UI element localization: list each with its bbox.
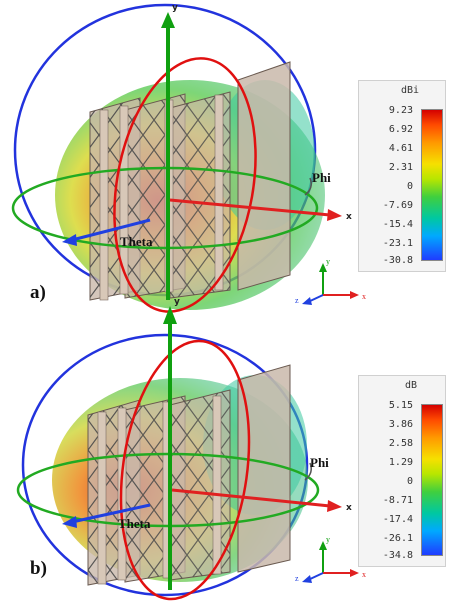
panel-b: y x Phi Theta y x z [16, 297, 366, 601]
x-axis-arrow [171, 488, 331, 508]
axis-triad: y x z [295, 257, 366, 305]
colorbar-tick: -15.4 [382, 219, 413, 230]
green-theta-circle [11, 166, 319, 250]
z-axis-arrow [71, 503, 151, 524]
colorbar-tick: 6.92 [388, 124, 413, 135]
panel-label-b: b) [30, 558, 47, 579]
colorbar-tick: 1.29 [388, 457, 413, 468]
red-circle [113, 57, 257, 313]
phi-label: Phi [312, 170, 331, 185]
colorbar-tick: -26.1 [382, 533, 413, 544]
triad-x-label: x [362, 570, 366, 579]
colorbar-tick: 0 [406, 181, 413, 192]
triad-y-label: y [326, 257, 330, 266]
colorbar-tick: -17.4 [382, 514, 413, 525]
theta-label: Theta [120, 234, 153, 249]
colorbar-panel-b: dB 5.15 3.86 2.58 1.29 0 -8.71 -17.4 -26… [358, 375, 446, 567]
colorbar-tick: 9.23 [388, 105, 413, 116]
panel-label-a: a) [30, 282, 46, 303]
z-axis-arrow [71, 218, 151, 242]
colorbar-tick: 0 [406, 476, 413, 487]
red-circle [119, 339, 251, 601]
colorbar-tick: 5.15 [388, 400, 413, 411]
triad-z-label: z [295, 574, 299, 583]
panel-a: y x Phi Theta y x z [11, 3, 366, 313]
x-axis-arrow [169, 198, 331, 217]
axis-triad: y x z [295, 535, 366, 583]
phi-indicator [304, 462, 312, 481]
colorbar-panel-a: dBi 9.23 6.92 4.61 2.31 0 -7.69 -15.4 -2… [358, 80, 446, 272]
colorbar-gradient [421, 404, 443, 556]
colorbar-tick: -7.69 [382, 200, 413, 211]
x-axis-label: x [346, 212, 352, 222]
phi-indicator [304, 177, 312, 196]
colorbar-tick: -30.8 [382, 255, 413, 266]
colorbar-tick: 2.31 [388, 162, 413, 173]
phi-label: Phi [310, 455, 329, 470]
colorbar-tick: -23.1 [382, 238, 413, 249]
triad-y-label: y [326, 535, 330, 544]
colorbar-tick: 2.58 [388, 438, 413, 449]
colorbar-tick: 3.86 [388, 419, 413, 430]
colorbar-unit: dBi [401, 85, 420, 96]
colorbar-tick: 4.61 [388, 143, 413, 154]
colorbar-tick: -8.71 [382, 495, 413, 506]
theta-label: Theta [118, 516, 151, 531]
colorbar-tick: -34.8 [382, 550, 413, 561]
triad-x-label: x [362, 292, 366, 301]
x-axis-label: x [346, 503, 352, 513]
colorbar-unit: dB [405, 380, 418, 391]
y-axis-label: y [172, 3, 178, 13]
triad-z-label: z [295, 296, 299, 305]
y-axis-label: y [174, 297, 180, 307]
colorbar-gradient [421, 109, 443, 261]
blue-phi-circle [21, 333, 309, 597]
